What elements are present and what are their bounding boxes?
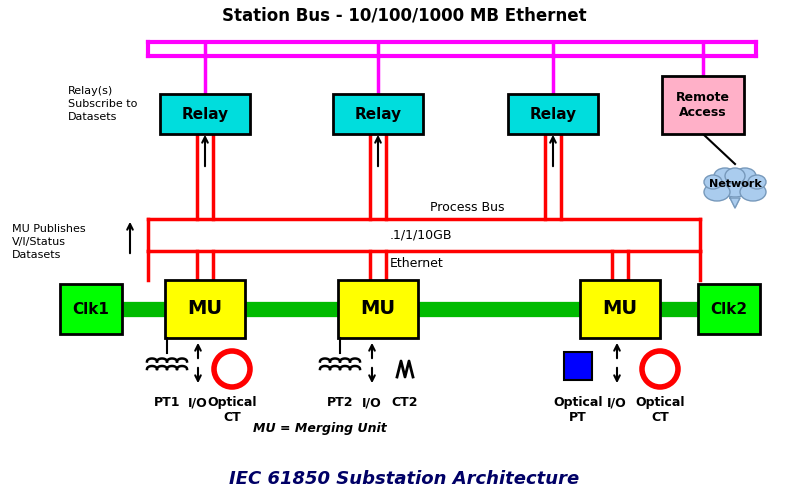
- Ellipse shape: [718, 175, 752, 197]
- Text: Network: Network: [709, 179, 761, 189]
- Ellipse shape: [748, 175, 766, 189]
- Bar: [564, 352, 592, 380]
- Ellipse shape: [704, 183, 730, 201]
- Bar: [60, 284, 122, 334]
- Text: I/O: I/O: [362, 396, 382, 409]
- Text: Clk1: Clk1: [73, 301, 109, 317]
- Ellipse shape: [714, 168, 736, 184]
- Text: Ethernet: Ethernet: [390, 257, 444, 270]
- Text: Optical
PT: Optical PT: [553, 396, 603, 424]
- Text: I/O: I/O: [188, 396, 208, 409]
- Bar: [580, 280, 660, 338]
- Text: MU = Merging Unit: MU = Merging Unit: [253, 422, 387, 435]
- Text: Remote
Access: Remote Access: [676, 91, 730, 119]
- Text: Relay: Relay: [181, 106, 229, 121]
- Bar: [662, 76, 744, 134]
- Text: Clk2: Clk2: [710, 301, 748, 317]
- Circle shape: [642, 351, 678, 387]
- Bar: [333, 94, 423, 134]
- Ellipse shape: [740, 183, 766, 201]
- Bar: [338, 280, 418, 338]
- Bar: [160, 94, 250, 134]
- Text: Station Bus - 10/100/1000 MB Ethernet: Station Bus - 10/100/1000 MB Ethernet: [222, 7, 587, 25]
- Circle shape: [214, 351, 250, 387]
- Text: MU: MU: [361, 299, 396, 319]
- Text: Relay(s)
Subscribe to
Datasets: Relay(s) Subscribe to Datasets: [68, 86, 138, 122]
- Ellipse shape: [734, 168, 756, 184]
- Polygon shape: [730, 198, 740, 208]
- Bar: [508, 94, 598, 134]
- Text: MU Publishes
V/I/Status
Datasets: MU Publishes V/I/Status Datasets: [12, 224, 86, 260]
- Text: Relay: Relay: [354, 106, 401, 121]
- Ellipse shape: [704, 175, 722, 189]
- Bar: [698, 284, 760, 334]
- Text: I/O: I/O: [607, 396, 627, 409]
- Text: PT2: PT2: [327, 396, 354, 409]
- Ellipse shape: [725, 168, 745, 184]
- Text: Optical
CT: Optical CT: [207, 396, 256, 424]
- Text: .1/1/10GB: .1/1/10GB: [390, 228, 452, 241]
- Text: MU: MU: [603, 299, 637, 319]
- Text: MU: MU: [188, 299, 222, 319]
- Text: Process Bus: Process Bus: [430, 201, 505, 214]
- Bar: [165, 280, 245, 338]
- Text: CT2: CT2: [392, 396, 418, 409]
- Text: IEC 61850 Substation Architecture: IEC 61850 Substation Architecture: [229, 470, 579, 488]
- Text: PT1: PT1: [154, 396, 180, 409]
- Text: Optical
CT: Optical CT: [635, 396, 684, 424]
- Text: Relay: Relay: [529, 106, 577, 121]
